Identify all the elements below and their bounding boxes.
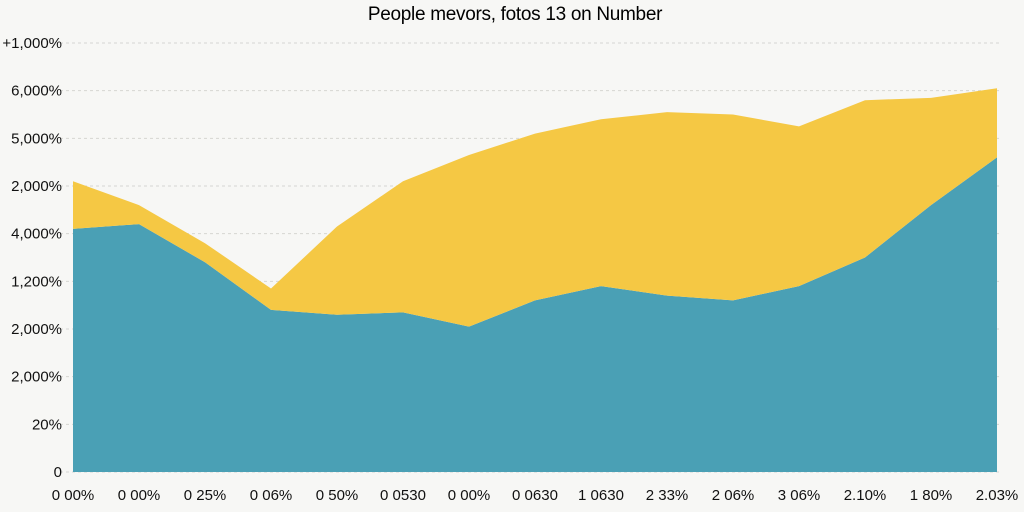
y-tick-label: 6,000% — [11, 83, 62, 100]
y-tick-label: 5,000% — [11, 130, 62, 147]
chart-title: People mevors, fotos 13 on Number — [368, 4, 663, 25]
x-tick-label: 2.03% — [976, 487, 1019, 504]
y-tick-label: 1,200% — [11, 273, 62, 290]
y-tick-label: 2,000% — [11, 321, 62, 338]
x-tick-label: 1 80% — [910, 487, 953, 504]
x-tick-label: 0 00% — [52, 487, 95, 504]
x-tick-label: 0 00% — [448, 487, 491, 504]
x-tick-label: 2.10% — [844, 487, 887, 504]
y-tick-label: 2,000% — [11, 369, 62, 386]
x-tick-label: 0 06% — [250, 487, 293, 504]
y-tick-label: 2,000% — [11, 178, 62, 195]
x-tick-label: 0 00% — [118, 487, 161, 504]
y-tick-label: 4,000% — [11, 226, 62, 243]
x-tick-label: 2 33% — [646, 487, 689, 504]
area-series-1 — [73, 157, 997, 472]
area-series-2 — [73, 88, 997, 327]
x-tick-label: 3 06% — [778, 487, 821, 504]
area-series — [73, 88, 997, 472]
x-tick-label: 0 25% — [184, 487, 227, 504]
x-tick-label: 2 06% — [712, 487, 755, 504]
y-tick-label: 0 — [54, 464, 62, 481]
x-tick-label: 0 50% — [316, 487, 359, 504]
y-tick-label: +1,000% — [2, 35, 62, 52]
x-tick-label: 0 0630 — [512, 487, 558, 504]
x-axis-ticks: 0 00% 0 00% 0 25% 0 06% 0 50% 0 0530 0 00% 0 06… — [52, 487, 1019, 504]
x-tick-label: 0 0530 — [380, 487, 426, 504]
x-tick-label: 1 0630 — [578, 487, 624, 504]
y-tick-label: 20% — [32, 416, 62, 433]
y-axis-ticks: 0 20% 2,000% 2,000% 1,200% 4,000% 2,000% 5,000%… — [2, 35, 62, 481]
